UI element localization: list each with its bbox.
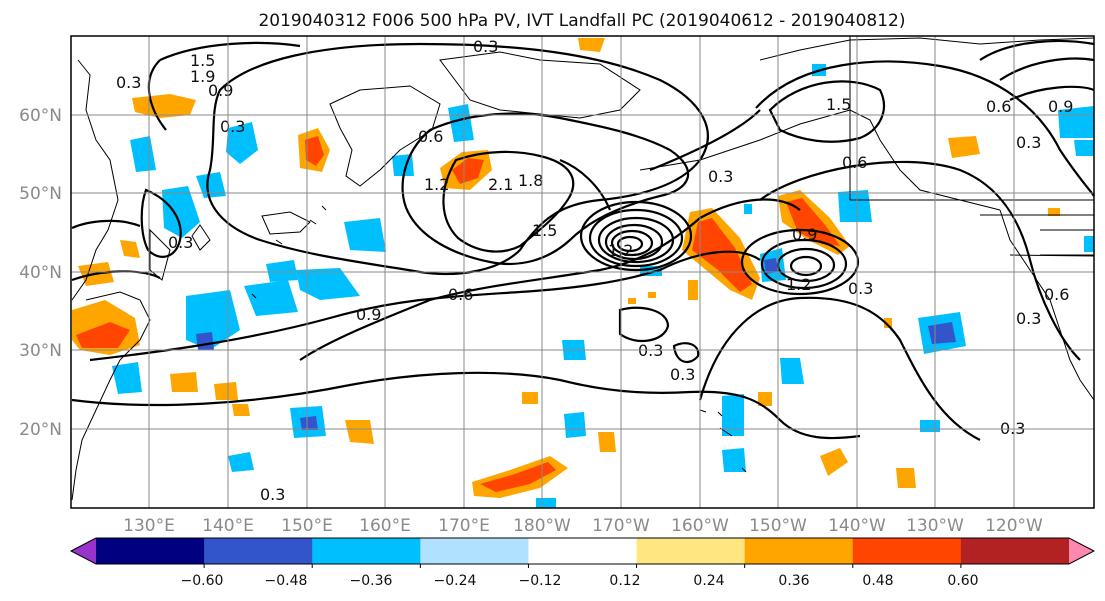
contour-label: 0.3 (1016, 133, 1041, 152)
figure-title: 2019040312 F006 500 hPa PV, IVT Landfall… (258, 11, 905, 31)
lat-label: 20°N (19, 420, 62, 440)
colorbar-segments (69, 537, 1096, 565)
graticule (71, 36, 1094, 508)
lon-label: 130°E (123, 516, 175, 536)
colorbar-tick-label: −0.12 (519, 573, 562, 589)
contour-label: 0.3 (1016, 309, 1041, 328)
lat-label: 60°N (19, 106, 62, 126)
contour-label: 0.6 (986, 97, 1011, 116)
contour-label: 0.6 (842, 153, 867, 172)
lon-label: 180°W (513, 516, 571, 536)
colorbar-segment (528, 538, 638, 564)
lat-label: 40°N (19, 263, 62, 283)
colorbar-segment (744, 538, 854, 564)
colorbar-tick-label: −0.48 (265, 573, 308, 589)
colorbar-ticks (203, 564, 962, 568)
contour-label: 1.5 (532, 221, 557, 240)
colorbar-segment (420, 538, 529, 564)
negative-anomaly-shading (112, 64, 1094, 508)
colorbar-segment (636, 538, 746, 564)
contour-label: 1.5 (190, 51, 215, 70)
coastlines (71, 36, 1095, 501)
colorbar-extend-min (71, 538, 96, 564)
lat-label: 30°N (19, 341, 62, 361)
latitude-labels: 60°N 50°N 40°N 30°N 20°N (19, 106, 62, 440)
colorbar-tick-label: 0.12 (609, 573, 640, 589)
longitude-labels: 130°E 140°E 150°E 160°E 170°E 180°W 170°… (123, 516, 1043, 536)
lon-label: 120°W (985, 516, 1043, 536)
contour-label: 0.3 (848, 279, 873, 298)
contour-label: 0.3 (220, 117, 245, 136)
lon-label: 150°E (281, 516, 333, 536)
lon-label: 140°W (828, 516, 886, 536)
contour-label: 1.2 (786, 275, 811, 294)
colorbar-segment (312, 538, 421, 564)
contour-label: 1.9 (190, 67, 215, 86)
lon-label: 130°W (906, 516, 964, 536)
contour-label: 2.1 (488, 175, 513, 194)
colorbar-tick-label: −0.60 (181, 573, 224, 589)
contour-label: 1.5 (826, 95, 851, 114)
contour-label: 0.6 (418, 127, 443, 146)
colorbar-tick-label: 0.36 (778, 573, 809, 589)
contour-label: 0.3 (260, 485, 285, 504)
contour-label: 1.8 (518, 171, 543, 190)
colorbar-extend-max (1069, 538, 1094, 564)
contour-label: 0.3 (168, 233, 193, 252)
lon-label: 160°E (359, 516, 411, 536)
lat-label: 50°N (19, 184, 62, 204)
colorbar-tick-label: 0.24 (693, 573, 724, 589)
contour-labels: 0.3 1.5 1.9 0.3 0.9 0.3 0.6 2.1 1.8 1.5 … (116, 37, 1073, 504)
contour-label: 0.9 (1048, 97, 1073, 116)
colorbar: −0.60 −0.48 −0.36 −0.24 −0.12 0.12 0.24 … (69, 537, 1096, 589)
colorbar-segment (204, 538, 313, 564)
contour-label: 0.9 (356, 305, 381, 324)
map-frame (70, 35, 1095, 509)
lon-label: 150°W (749, 516, 807, 536)
lon-label: 160°W (671, 516, 729, 536)
lon-label: 140°E (202, 516, 254, 536)
colorbar-segment (96, 538, 205, 564)
lon-label: 170°E (438, 516, 490, 536)
contour-label: 0.6 (448, 285, 473, 304)
contour-label: 0.3 (708, 167, 733, 186)
map-panel: 0.3 1.5 1.9 0.3 0.9 0.3 0.6 2.1 1.8 1.5 … (70, 35, 1095, 509)
colorbar-outline (69, 537, 1096, 565)
positive-anomaly-shading (72, 38, 1060, 498)
contour-label: 0.3 (116, 73, 141, 92)
colorbar-tick-label: 0.48 (862, 573, 893, 589)
contour-label: 0.9 (208, 81, 233, 100)
colorbar-tick-label: −0.24 (434, 573, 477, 589)
colorbar-tick-labels: −0.60 −0.48 −0.36 −0.24 −0.12 0.12 0.24 … (181, 573, 979, 589)
contour-label: 1.2 (424, 175, 449, 194)
colorbar-segment (852, 538, 962, 564)
colorbar-segment (960, 538, 1070, 564)
contour-label: 0.6 (1044, 285, 1069, 304)
contour-label: 0.9 (792, 225, 817, 244)
contour-label: 0.3 (473, 37, 498, 56)
colorbar-tick-label: −0.36 (350, 573, 393, 589)
colorbar-tick-label: 0.60 (947, 573, 978, 589)
contour-label: 0.3 (670, 365, 695, 384)
lon-label: 170°W (592, 516, 650, 536)
